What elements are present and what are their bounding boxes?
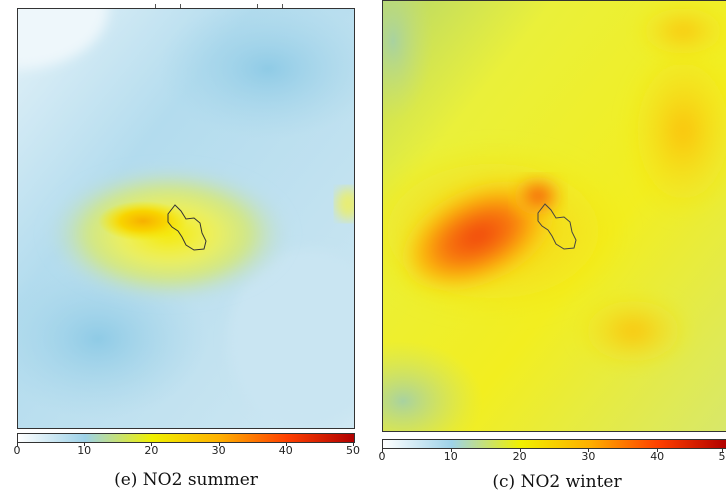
colorbar-tick-label: 30 bbox=[581, 450, 596, 463]
colorbar-tick bbox=[588, 449, 590, 452]
colorbar-tick-label: 50 bbox=[346, 444, 360, 457]
colorbar-tick-label: 30 bbox=[211, 444, 226, 457]
colorbar-tick bbox=[151, 443, 153, 446]
colorbar-tick bbox=[450, 449, 452, 452]
caption-summer: (e) NO2 summer bbox=[114, 470, 258, 490]
map-winter bbox=[382, 0, 726, 432]
summer-field bbox=[18, 9, 354, 428]
colorbar-tick-label: 0 bbox=[378, 450, 386, 463]
colorbar-tick-label: 40 bbox=[650, 450, 665, 463]
colorbar-tick-label: 20 bbox=[512, 450, 527, 463]
colorbar-tick-label: 0 bbox=[13, 444, 21, 457]
colorbar-tick bbox=[17, 443, 18, 446]
colorbar-tick bbox=[285, 443, 287, 446]
colorbar-tick bbox=[218, 443, 220, 446]
colorbar-tick-label: 20 bbox=[144, 444, 159, 457]
colorbar-tick bbox=[353, 443, 354, 446]
top-tick bbox=[257, 4, 258, 8]
colorbar-summer bbox=[17, 433, 355, 443]
colorbar-tick-label: 40 bbox=[278, 444, 293, 457]
colorbar-tick bbox=[657, 449, 659, 452]
colorbar-tick-label: 10 bbox=[443, 450, 458, 463]
top-tick bbox=[180, 4, 181, 8]
winter-field bbox=[383, 1, 726, 431]
colorbar-tick bbox=[84, 443, 86, 446]
colorbar-tick-label: 5 bbox=[718, 450, 726, 463]
colorbar-tick bbox=[722, 449, 723, 452]
caption-winter: (c) NO2 winter bbox=[492, 472, 622, 492]
colorbar-winter bbox=[382, 439, 726, 449]
city-boundary-winter bbox=[537, 203, 577, 250]
city-boundary-summer bbox=[167, 204, 207, 251]
top-tick bbox=[155, 4, 156, 8]
top-tick bbox=[282, 4, 283, 8]
map-summer bbox=[17, 8, 355, 429]
colorbar-tick-label: 10 bbox=[77, 444, 92, 457]
colorbar-tick bbox=[519, 449, 521, 452]
colorbar-tick bbox=[382, 449, 383, 452]
